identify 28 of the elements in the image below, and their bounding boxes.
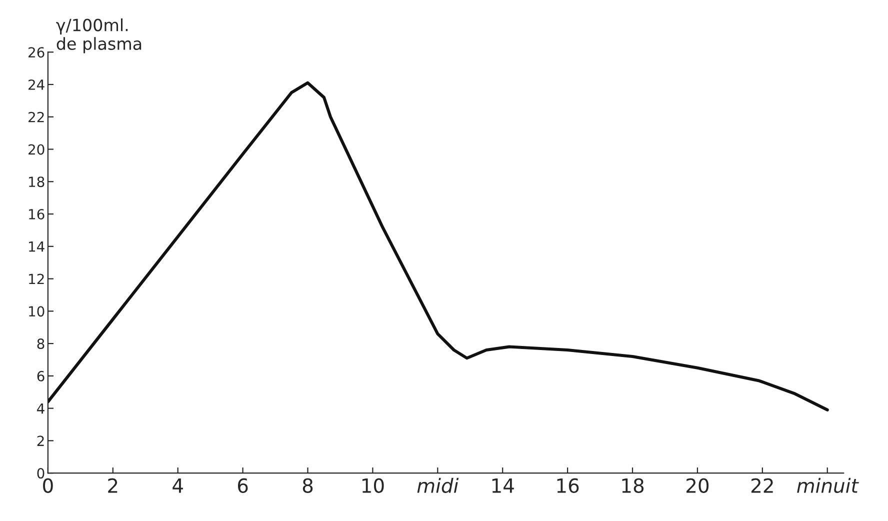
y-tick-label: 18 (29, 176, 44, 188)
y-tick-label: 10 (29, 306, 44, 317)
x-tick-label: midi (417, 478, 459, 493)
y-tick-label: 12 (29, 274, 44, 284)
line-series (48, 81, 829, 412)
x-tick-label: 6 (238, 478, 248, 493)
x-tick-label: 22 (751, 478, 773, 493)
y-tick-label: 4 (37, 403, 44, 414)
y-tick-label: 20 (28, 144, 44, 155)
x-tick-label: 20 (686, 478, 709, 493)
x-tick-label: 14 (492, 478, 514, 493)
y-tick-label: 8 (37, 338, 44, 350)
y-tick-label: 22 (28, 112, 44, 122)
y-axis-title: γ/100ml. de plasma (56, 18, 142, 54)
x-tick-label: minuit (797, 478, 859, 493)
y-tick-label: 2 (37, 436, 44, 446)
x-tick-label: 2 (108, 478, 118, 493)
y-tick-label: 26 (28, 47, 44, 58)
y-tick-label: 16 (29, 208, 44, 220)
y-tick-label: 14 (29, 242, 44, 252)
y-tick-label: 0 (37, 468, 44, 479)
x-tick-label: 16 (557, 478, 579, 493)
x-tick-label: 10 (362, 478, 384, 493)
x-tick-label: 8 (302, 478, 313, 493)
x-tick-label: 4 (172, 478, 183, 493)
y-tick-label: 6 (37, 370, 44, 382)
x-tick-label: 18 (622, 478, 644, 493)
y-tick-label: 24 (28, 79, 44, 90)
